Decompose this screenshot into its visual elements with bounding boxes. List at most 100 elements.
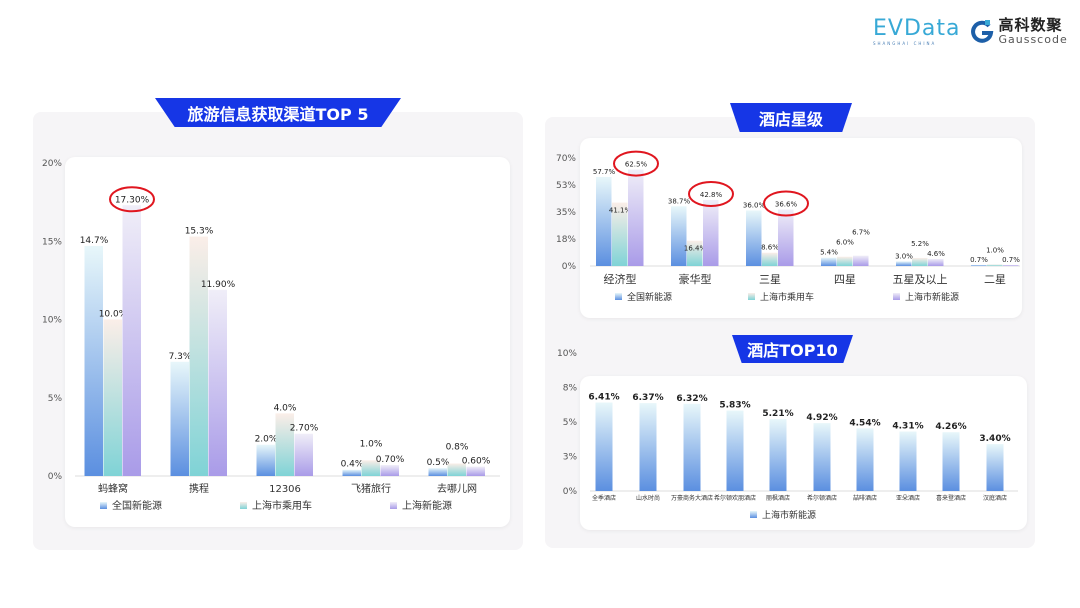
data-label: 36.6% bbox=[775, 201, 798, 209]
data-label: 0.7% bbox=[970, 256, 988, 264]
data-label: 0.4% bbox=[341, 460, 364, 470]
category-label: 喆啡酒店 bbox=[853, 494, 877, 502]
legend-label: 上海新能源 bbox=[402, 499, 452, 512]
legend-swatch bbox=[100, 502, 107, 509]
data-label: 6.0% bbox=[836, 239, 854, 247]
data-label: 1.0% bbox=[986, 246, 1004, 254]
bar bbox=[821, 257, 837, 266]
data-label: 5.83% bbox=[719, 401, 750, 411]
category-label: 全季酒店 bbox=[592, 494, 616, 502]
star-chart-panel bbox=[580, 138, 1022, 318]
highlight-circle bbox=[688, 180, 734, 207]
data-label: 7.3% bbox=[169, 352, 192, 362]
bar bbox=[726, 410, 744, 491]
category-label: 丽枫酒店 bbox=[766, 494, 790, 502]
y-tick-label: 8% bbox=[563, 384, 578, 394]
legend-label: 上海市乘用车 bbox=[252, 499, 312, 512]
highlight-circle bbox=[763, 190, 809, 217]
bar bbox=[912, 257, 928, 266]
bar bbox=[778, 209, 794, 266]
y-tick-label: 0% bbox=[562, 262, 577, 272]
bar bbox=[687, 240, 703, 266]
bar bbox=[342, 469, 361, 476]
gausscode-mark-icon bbox=[971, 20, 994, 43]
bar bbox=[671, 206, 687, 266]
bar bbox=[942, 432, 960, 491]
category-label: 五星及以上 bbox=[893, 273, 948, 286]
data-label: 38.7% bbox=[668, 197, 691, 205]
data-label: 17.30% bbox=[115, 195, 150, 205]
category-label: 蚂蜂窝 bbox=[98, 482, 128, 495]
category-label: 亚朵酒店 bbox=[896, 494, 920, 502]
data-label: 4.54% bbox=[849, 418, 880, 428]
data-label: 0.5% bbox=[427, 458, 450, 468]
data-label: 6.7% bbox=[852, 229, 870, 237]
y-tick-label: 5% bbox=[563, 418, 578, 428]
y-tick-label: 0% bbox=[563, 487, 578, 497]
data-label: 3.0% bbox=[895, 252, 913, 260]
bar bbox=[612, 202, 628, 266]
bar bbox=[856, 428, 874, 491]
data-label: 16.4% bbox=[684, 245, 707, 253]
data-label: 4.0% bbox=[274, 403, 297, 413]
data-label: 62.5% bbox=[625, 161, 648, 169]
evdata-logo: EVData SHANGHAI CHINA bbox=[873, 16, 961, 46]
data-label: 4.31% bbox=[892, 422, 923, 432]
data-label: 11.90% bbox=[201, 280, 236, 290]
legend-swatch bbox=[390, 502, 397, 509]
data-label: 10.0% bbox=[99, 310, 128, 320]
data-label: 0.7% bbox=[1002, 256, 1020, 264]
bar bbox=[596, 176, 612, 266]
channel-title: 旅游信息获取渠道TOP 5 bbox=[155, 98, 401, 127]
legend-swatch bbox=[750, 511, 757, 518]
category-label: 希尔顿欢朋酒店 bbox=[714, 494, 756, 502]
bar bbox=[103, 319, 122, 476]
logos: EVData SHANGHAI CHINA 高科数聚 Gausscode bbox=[873, 16, 1068, 46]
bar bbox=[896, 261, 912, 266]
bar bbox=[971, 264, 987, 266]
bar bbox=[899, 431, 917, 491]
bar bbox=[380, 465, 399, 476]
category-label: 汉庭酒店 bbox=[983, 494, 1007, 502]
category-label: 豪华型 bbox=[679, 272, 712, 286]
data-label: 0.60% bbox=[462, 457, 491, 467]
bar bbox=[628, 169, 644, 266]
data-label: 42.8% bbox=[700, 191, 723, 199]
category-label: 山水时尚 bbox=[636, 494, 660, 502]
data-label: 15.3% bbox=[185, 227, 214, 237]
data-label: 41.1% bbox=[609, 207, 632, 215]
data-label: 57.7% bbox=[593, 168, 616, 176]
data-label: 2.70% bbox=[290, 424, 319, 434]
category-label: 去哪儿网 bbox=[437, 483, 477, 495]
data-label: 6.37% bbox=[632, 393, 663, 403]
bar bbox=[703, 199, 719, 266]
legend-label: 全国新能源 bbox=[627, 291, 672, 303]
bar bbox=[595, 402, 613, 491]
bar bbox=[762, 252, 778, 266]
bar bbox=[84, 245, 103, 476]
data-label: 5.4% bbox=[820, 249, 838, 257]
data-label: 6.32% bbox=[676, 394, 707, 404]
y-tick-label: 3% bbox=[563, 453, 578, 463]
data-label: 8.6% bbox=[761, 244, 779, 252]
data-label: 6.41% bbox=[588, 393, 619, 403]
bar bbox=[769, 419, 787, 491]
y-tick-label: 10% bbox=[42, 316, 62, 326]
y-tick-label: 18% bbox=[556, 235, 576, 245]
category-label: 希尔顿酒店 bbox=[807, 494, 837, 502]
category-label: 三星 bbox=[759, 273, 781, 286]
bar bbox=[1003, 264, 1019, 266]
y-tick-label: 35% bbox=[556, 208, 576, 218]
bar bbox=[189, 236, 208, 476]
bar bbox=[987, 264, 1003, 266]
highlight-circle bbox=[109, 186, 155, 213]
category-label: 经济型 bbox=[604, 272, 637, 286]
legend-swatch bbox=[893, 293, 900, 300]
y-tick-label: 70% bbox=[556, 154, 576, 164]
data-label: 2.0% bbox=[255, 435, 278, 445]
bar bbox=[986, 444, 1004, 491]
y-tick-label: 53% bbox=[556, 181, 576, 191]
bar bbox=[447, 463, 466, 476]
y-tick-label: 0% bbox=[48, 472, 63, 482]
